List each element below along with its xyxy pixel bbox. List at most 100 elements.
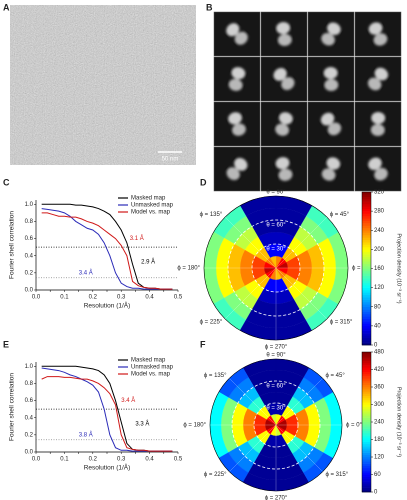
colorbar-step — [362, 474, 371, 477]
colorbar-step — [362, 408, 371, 412]
colorbar-step — [362, 384, 371, 388]
particle — [370, 112, 386, 136]
class-averages — [213, 11, 402, 192]
colorbar-step — [362, 367, 371, 370]
colorbar-step — [362, 411, 371, 414]
phi-spoke — [275, 378, 323, 426]
colorbar-step — [362, 297, 371, 300]
colorbar-step — [362, 402, 371, 405]
y-tick-label: 0.2 — [25, 432, 34, 438]
colorbar-step — [362, 313, 371, 317]
legend-label: Model vs. map — [131, 210, 171, 216]
x-tick-label: 0.4 — [145, 457, 154, 463]
panel-label: A — [3, 2, 10, 12]
particle — [367, 67, 389, 91]
colorbar-step — [362, 311, 371, 315]
phi-label: ϕ = 45° — [325, 373, 345, 379]
colorbar-step — [362, 340, 371, 343]
legend-label: Model vs. map — [131, 372, 171, 378]
colorbar-step — [362, 430, 371, 434]
particle-lobe — [320, 112, 335, 126]
particle — [321, 157, 341, 181]
colorbar-step — [362, 268, 371, 272]
colorbar-step — [362, 387, 371, 390]
colorbar-step — [362, 358, 371, 362]
colorbar-step — [362, 192, 371, 195]
colorbar-step — [362, 400, 371, 403]
x-tick-label: 0.5 — [174, 295, 183, 301]
y-tick-label: 0.0 — [25, 450, 34, 456]
colorbar-step — [362, 404, 371, 407]
colorbar-step — [362, 485, 371, 488]
colorbar-step — [362, 278, 371, 281]
colorbar-step — [362, 426, 371, 429]
phi-label: ϕ = 225° — [204, 472, 227, 478]
colorbar-step — [362, 342, 371, 346]
x-tick-label: 0.4 — [145, 295, 154, 301]
particle — [226, 23, 248, 45]
particle — [228, 67, 246, 91]
colorbar-step — [362, 237, 371, 241]
colorbar-step — [362, 235, 371, 238]
colorbar-step — [362, 415, 371, 418]
y-tick-label: 1.0 — [25, 202, 34, 208]
particle-lobe — [228, 78, 243, 91]
x-tick-label: 0.2 — [89, 295, 98, 301]
theta-label: θ = 90° — [266, 190, 286, 196]
phi-spoke — [229, 378, 277, 426]
fsc-curve — [41, 212, 173, 290]
colorbar-tick-label: 180 — [374, 437, 385, 443]
particle-lobe — [226, 167, 240, 181]
colorbar-step — [362, 470, 371, 473]
x-axis-label: Resolution (1/Å) — [84, 463, 131, 472]
colorbar-step — [362, 251, 371, 255]
y-tick-label: 0.6 — [25, 398, 34, 404]
colorbar-step — [362, 373, 371, 377]
colorbar-tick-label: 0 — [374, 490, 378, 496]
panel-label: C — [3, 177, 10, 187]
colorbar-step — [362, 321, 371, 324]
y-tick-label: 0.6 — [25, 236, 34, 242]
colorbar-step — [362, 450, 371, 453]
phi-label: ϕ = 270° — [265, 345, 288, 351]
colorbar-step — [362, 218, 371, 221]
colorbar-step — [362, 309, 371, 312]
colorbar-step — [362, 439, 371, 442]
x-axis-label: Resolution (1/Å) — [84, 301, 131, 310]
colorbar-step — [362, 489, 371, 493]
phi-spoke — [275, 216, 328, 269]
colorbar-step — [362, 435, 371, 438]
particle-lobe — [226, 23, 240, 37]
colorbar-step — [362, 316, 371, 320]
annotation: 3.4 Å — [79, 269, 93, 276]
colorbar-step — [362, 417, 371, 421]
colorbar-step — [362, 437, 371, 440]
colorbar-step — [362, 481, 371, 484]
colorbar-step — [362, 333, 371, 336]
colorbar-step — [362, 360, 371, 364]
particle-lobe — [323, 67, 338, 80]
colorbar-step — [362, 213, 371, 217]
colorbar-tick-label: 480 — [374, 350, 385, 356]
legend-label: Masked map — [131, 196, 166, 202]
colorbar-step — [362, 323, 371, 327]
phi-label: ϕ = 315° — [325, 472, 348, 478]
panel-label: B — [206, 2, 213, 12]
colorbar-step — [362, 196, 371, 200]
colorbar-step — [362, 263, 371, 267]
colorbar-step — [362, 227, 371, 231]
colorbar-step — [362, 292, 371, 296]
colorbar-step — [362, 376, 371, 379]
colorbar-step — [362, 428, 371, 432]
theta-label: θ = 30° — [266, 247, 286, 253]
phi-label: ϕ = 180° — [183, 423, 206, 429]
particle-lobe — [234, 157, 248, 171]
y-tick-label: 0.8 — [25, 219, 34, 225]
colorbar-step — [362, 476, 371, 480]
particle-lobe — [368, 22, 383, 35]
colorbar-step — [362, 294, 371, 298]
theta-label: θ = 60° — [266, 223, 286, 229]
particle-lobe — [370, 123, 385, 136]
annotation: 3.4 Å — [121, 397, 135, 404]
colorbar-tick-label: 40 — [374, 323, 381, 329]
